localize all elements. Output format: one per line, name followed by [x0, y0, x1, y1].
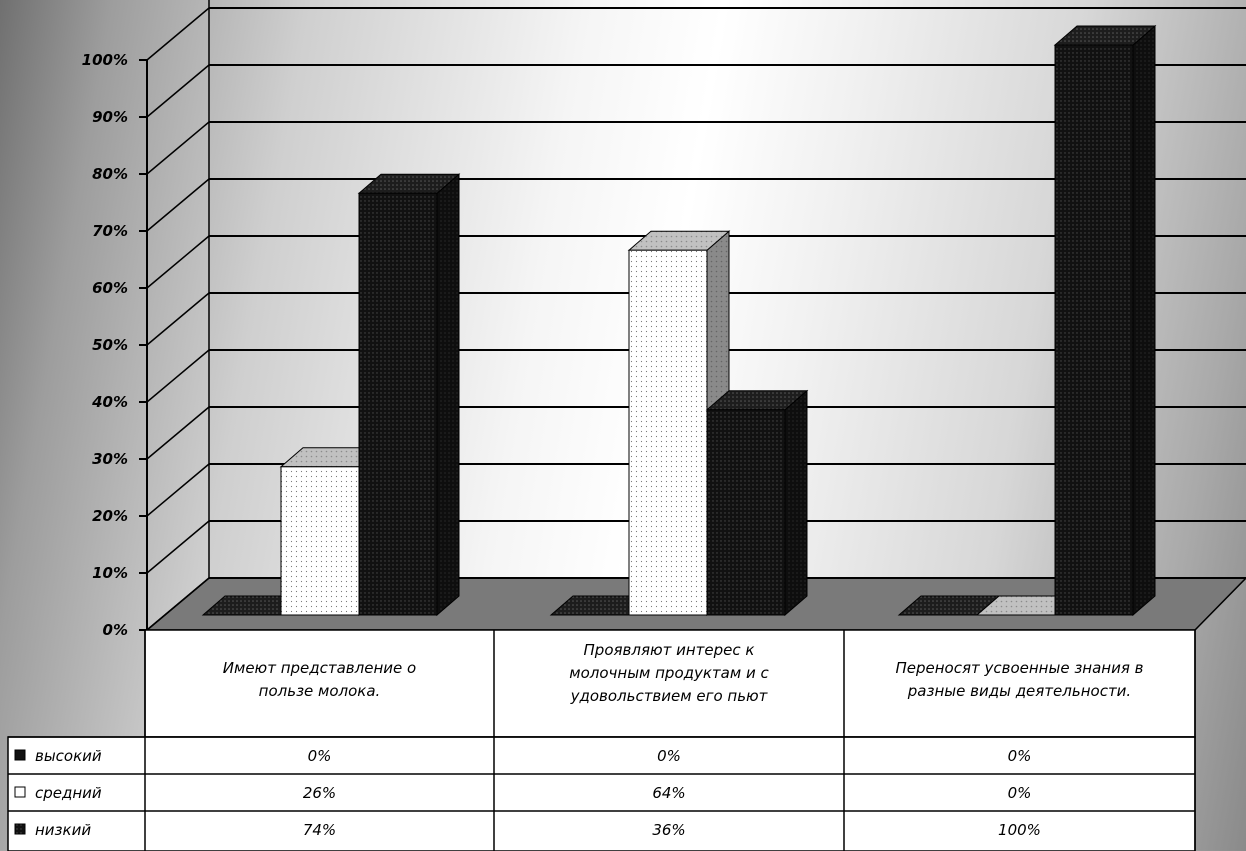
legend-swatch-низкий: [14, 823, 26, 835]
y-tick-label: 90%: [92, 108, 128, 126]
gridline-diagonal: [146, 178, 210, 232]
y-tick-label: 70%: [92, 222, 128, 240]
bar-низкий-category-2: [706, 409, 786, 616]
bar-низкий-category-3-side: [1132, 24, 1156, 617]
y-tick-label: 20%: [92, 507, 128, 525]
legend-label-высокий: высокий: [35, 747, 102, 765]
y-tick-label: 0%: [103, 621, 128, 639]
bar-низкий-category-1: [358, 192, 438, 616]
table-body-background: [7, 736, 1196, 851]
x-category-label-3-line-1: Переносят усвоенные знания в: [895, 659, 1143, 677]
legend-swatch-средний: [14, 786, 26, 798]
data-label-низкий-category-1: 74%: [303, 821, 336, 839]
x-category-label-2-line-1: Проявляют интерес к: [584, 641, 755, 659]
gridline-diagonal: [146, 406, 210, 460]
gridline-diagonal: [146, 235, 210, 289]
x-category-label-2-line-2: молочным продуктам и с: [569, 664, 769, 682]
legend-label-низкий: низкий: [35, 821, 91, 839]
gridline-diagonal: [146, 121, 210, 175]
x-category-label-1-line-1: Имеют представление о: [223, 659, 416, 677]
data-label-средний-category-1: 26%: [303, 784, 336, 802]
x-category-label-3-line-2: разные виды деятельности.: [907, 682, 1131, 700]
y-tick-label: 10%: [92, 564, 128, 582]
data-table: высокий 0% 0% 0% средний 26% 64% 0% низкий 74% 36%…: [7, 629, 1196, 851]
bar-средний-category-1: [280, 466, 360, 616]
gridline-diagonal: [146, 577, 210, 631]
bar-низкий-category-2-side: [784, 389, 808, 617]
y-tick-label: 80%: [92, 165, 128, 183]
legend-label-средний: средний: [35, 784, 102, 802]
bar-средний-category-2: [628, 249, 708, 616]
table-header-background: [144, 629, 1196, 738]
data-label-низкий-category-3: 100%: [998, 821, 1041, 839]
y-tick-label: 50%: [92, 336, 128, 354]
chart-bars: [201, 24, 1157, 617]
gridline-diagonal: [146, 349, 210, 403]
data-label-высокий-category-3: 0%: [1008, 747, 1032, 765]
x-category-label-1-line-2: пользе молока.: [259, 682, 381, 700]
x-category-label-2-line-3: удовольствием его пьют: [570, 687, 769, 705]
y-tick-label: 30%: [92, 450, 128, 468]
bar-низкий-category-1-side: [436, 173, 460, 617]
data-label-средний-category-2: 64%: [652, 784, 685, 802]
gridline-diagonal: [146, 520, 210, 574]
bar-низкий-category-3: [1054, 44, 1134, 616]
gridline-diagonal: [146, 7, 210, 61]
legend-swatch-высокий: [14, 749, 26, 761]
y-tick-label: 100%: [82, 51, 128, 69]
data-label-средний-category-3: 0%: [1008, 784, 1032, 802]
gridline-diagonal: [146, 64, 210, 118]
y-tick-label: 40%: [91, 393, 128, 411]
data-label-высокий-category-2: 0%: [657, 747, 681, 765]
data-label-высокий-category-1: 0%: [308, 747, 332, 765]
data-label-низкий-category-2: 36%: [652, 821, 685, 839]
y-tick-label: 60%: [92, 279, 128, 297]
gridline-diagonal: [146, 463, 210, 517]
gridline-diagonal: [146, 292, 210, 346]
